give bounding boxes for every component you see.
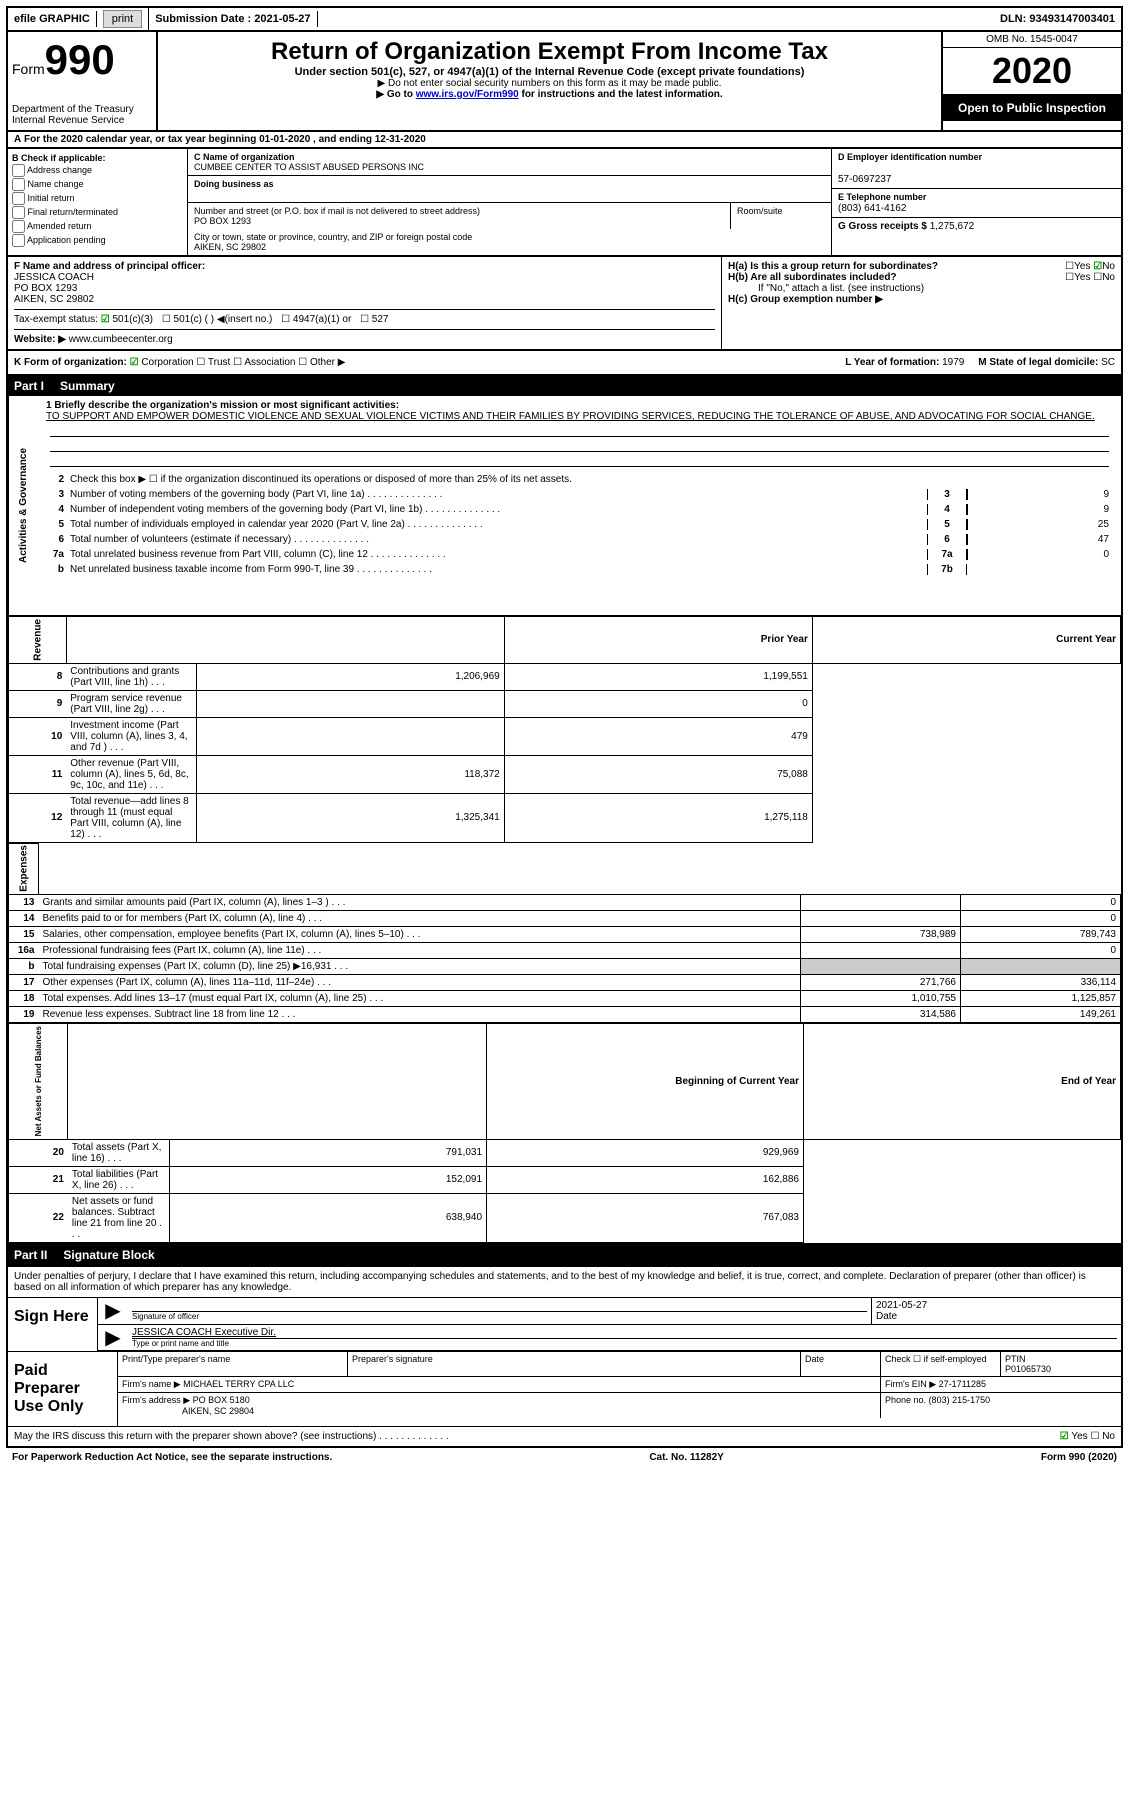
table-row: 14Benefits paid to or for members (Part …	[9, 911, 1121, 927]
gov-line: 7aTotal unrelated business revenue from …	[38, 547, 1121, 562]
part1-body: Activities & Governance 1 Briefly descri…	[6, 396, 1123, 1245]
form-header: Form990 Department of the Treasury Inter…	[6, 32, 1123, 132]
note-ssn: ▶ Do not enter social security numbers o…	[164, 78, 935, 89]
website: www.cumbeecenter.org	[69, 334, 173, 345]
state-domicile: SC	[1101, 357, 1115, 368]
print-button[interactable]: print	[103, 10, 142, 28]
header-left: Form990 Department of the Treasury Inter…	[8, 32, 158, 130]
irs-link[interactable]: www.irs.gov/Form990	[416, 89, 519, 100]
declaration-text: Under penalties of perjury, I declare th…	[8, 1267, 1121, 1298]
page-footer: For Paperwork Reduction Act Notice, see …	[6, 1448, 1123, 1467]
line-a: A For the 2020 calendar year, or tax yea…	[6, 132, 1123, 149]
signature-arrow-icon: ▶	[98, 1298, 128, 1324]
ein: 57-0697237	[838, 174, 891, 185]
inspection-badge: Open to Public Inspection	[943, 95, 1121, 121]
room-suite: Room/suite	[731, 203, 831, 229]
note-link: ▶ Go to www.irs.gov/Form990 for instruct…	[164, 89, 935, 100]
gov-line: 6Total number of volunteers (estimate if…	[38, 532, 1121, 547]
year-formation: 1979	[942, 357, 964, 368]
street-address: PO BOX 1293	[194, 216, 251, 226]
dln-cell: DLN: 93493147003401	[994, 11, 1121, 27]
top-bar: efile GRAPHIC print Submission Date : 20…	[6, 6, 1123, 32]
chk-final[interactable]: Final return/terminated	[12, 206, 183, 219]
city-state-zip: AIKEN, SC 29802	[194, 242, 266, 252]
table-row: 10Investment income (Part VIII, column (…	[9, 717, 1121, 755]
section-f-h: F Name and address of principal officer:…	[6, 257, 1123, 351]
form-title: Return of Organization Exempt From Incom…	[164, 38, 935, 66]
chk-address[interactable]: Address change	[12, 164, 183, 177]
print-button-wrap: print	[97, 8, 149, 30]
col-b: B Check if applicable: Address change Na…	[8, 149, 188, 255]
table-row: 18Total expenses. Add lines 13–17 (must …	[9, 991, 1121, 1007]
submission-cell: Submission Date : 2021-05-27	[149, 11, 317, 27]
side-label-governance: Activities & Governance	[8, 396, 38, 615]
part1-header: Part I Summary	[6, 376, 1123, 396]
table-row: 12Total revenue—add lines 8 through 11 (…	[9, 793, 1121, 842]
table-row: 20Total assets (Part X, line 16) . . .79…	[9, 1139, 1121, 1166]
signature-block: Under penalties of perjury, I declare th…	[6, 1265, 1123, 1448]
table-row: 19Revenue less expenses. Subtract line 1…	[9, 1007, 1121, 1023]
sign-here-label: Sign Here	[8, 1298, 98, 1351]
col-c: C Name of organization CUMBEE CENTER TO …	[188, 149, 831, 255]
form-subtitle: Under section 501(c), 527, or 4947(a)(1)…	[164, 66, 935, 78]
gov-line: bNet unrelated business taxable income f…	[38, 562, 1121, 577]
signature-arrow-icon: ▶	[98, 1325, 128, 1350]
chk-amended[interactable]: Amended return	[12, 220, 183, 233]
chk-pending[interactable]: Application pending	[12, 234, 183, 247]
efile-label: efile GRAPHIC	[8, 11, 97, 27]
header-center: Return of Organization Exempt From Incom…	[158, 32, 941, 130]
table-row: 11Other revenue (Part VIII, column (A), …	[9, 755, 1121, 793]
chk-initial[interactable]: Initial return	[12, 192, 183, 205]
part2-header: Part II Signature Block	[6, 1245, 1123, 1265]
dept-label: Department of the Treasury Internal Reve…	[12, 104, 152, 126]
netassets-table: Net Assets or Fund Balances Beginning of…	[8, 1023, 1121, 1242]
table-row: 22Net assets or fund balances. Subtract …	[9, 1193, 1121, 1242]
omb-number: OMB No. 1545-0047	[943, 32, 1121, 48]
col-d-g: D Employer identification number 57-0697…	[831, 149, 1121, 255]
table-row: 8Contributions and grants (Part VIII, li…	[9, 663, 1121, 690]
section-k-m: K Form of organization: ☑ Corporation ☐ …	[6, 351, 1123, 376]
table-row: bTotal fundraising expenses (Part IX, co…	[9, 959, 1121, 975]
phone: (803) 641-4162	[838, 203, 906, 214]
tax-year: 2020	[943, 48, 1121, 95]
gov-line: 5Total number of individuals employed in…	[38, 517, 1121, 532]
chk-name[interactable]: Name change	[12, 178, 183, 191]
form-footer-label: Form 990 (2020)	[1041, 1452, 1117, 1463]
header-right: OMB No. 1545-0047 2020 Open to Public In…	[941, 32, 1121, 130]
table-row: 13Grants and similar amounts paid (Part …	[9, 895, 1121, 911]
table-row: 21Total liabilities (Part X, line 26) . …	[9, 1166, 1121, 1193]
revenue-table: Revenue Prior Year Current Year 8Contrib…	[8, 616, 1121, 843]
paid-preparer-label: Paid Preparer Use Only	[8, 1352, 118, 1426]
table-row: 15Salaries, other compensation, employee…	[9, 927, 1121, 943]
gov-line: 4Number of independent voting members of…	[38, 502, 1121, 517]
table-row: 16aProfessional fundraising fees (Part I…	[9, 943, 1121, 959]
mission-text: TO SUPPORT AND EMPOWER DOMESTIC VIOLENCE…	[46, 411, 1095, 422]
officer-name: JESSICA COACH	[14, 272, 94, 283]
org-name: CUMBEE CENTER TO ASSIST ABUSED PERSONS I…	[194, 162, 424, 172]
table-row: 17Other expenses (Part IX, column (A), l…	[9, 975, 1121, 991]
expenses-table: Expenses 13Grants and similar amounts pa…	[8, 843, 1121, 1024]
table-row: 9Program service revenue (Part VIII, lin…	[9, 690, 1121, 717]
gross-receipts: 1,275,672	[930, 221, 975, 232]
section-b-g: B Check if applicable: Address change Na…	[6, 149, 1123, 257]
gov-line: 3Number of voting members of the governi…	[38, 487, 1121, 502]
